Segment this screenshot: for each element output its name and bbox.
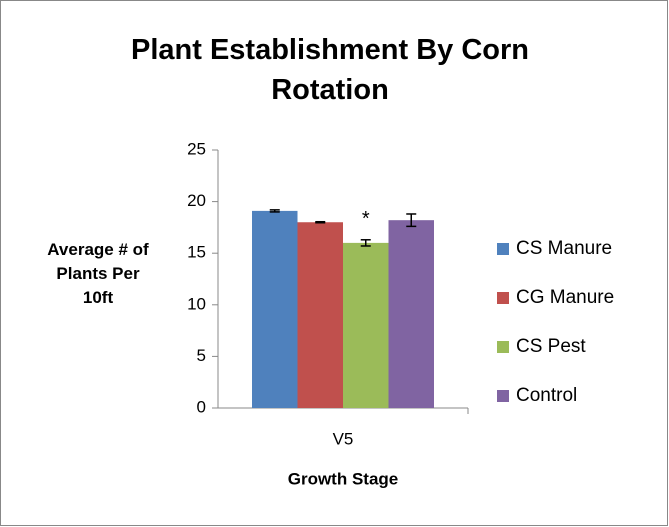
error-bar <box>315 220 326 224</box>
legend-label: CS Pest <box>516 336 586 357</box>
legend-label: Control <box>516 385 577 406</box>
legend-swatch <box>497 292 509 304</box>
y-tick-label: 10 <box>187 294 206 313</box>
y-axis-title: Average # of Plants Per 10ft <box>47 240 149 307</box>
legend-swatch <box>497 390 509 402</box>
bar <box>343 242 389 408</box>
x-tick-label: V5 <box>333 429 354 448</box>
annotation: * <box>362 208 370 230</box>
legend-label: CG Manure <box>516 287 614 308</box>
chart-title: Plant Establishment By Corn Rotation <box>130 34 529 106</box>
x-axis-title: Growth Stage <box>288 469 399 488</box>
legend-swatch <box>497 341 509 353</box>
y-tick-label: 20 <box>187 191 206 210</box>
y-tick-label: 15 <box>187 243 206 262</box>
error-bar <box>269 209 280 213</box>
y-tick-label: 25 <box>187 139 206 158</box>
bar <box>388 220 434 408</box>
legend-swatch <box>497 243 509 255</box>
bar <box>252 210 298 408</box>
error-bar <box>406 213 417 228</box>
legend-label: CS Manure <box>516 238 612 259</box>
error-bar <box>360 239 371 247</box>
y-tick-label: 0 <box>197 397 206 416</box>
bar <box>297 222 343 408</box>
y-tick-label: 5 <box>197 346 206 365</box>
